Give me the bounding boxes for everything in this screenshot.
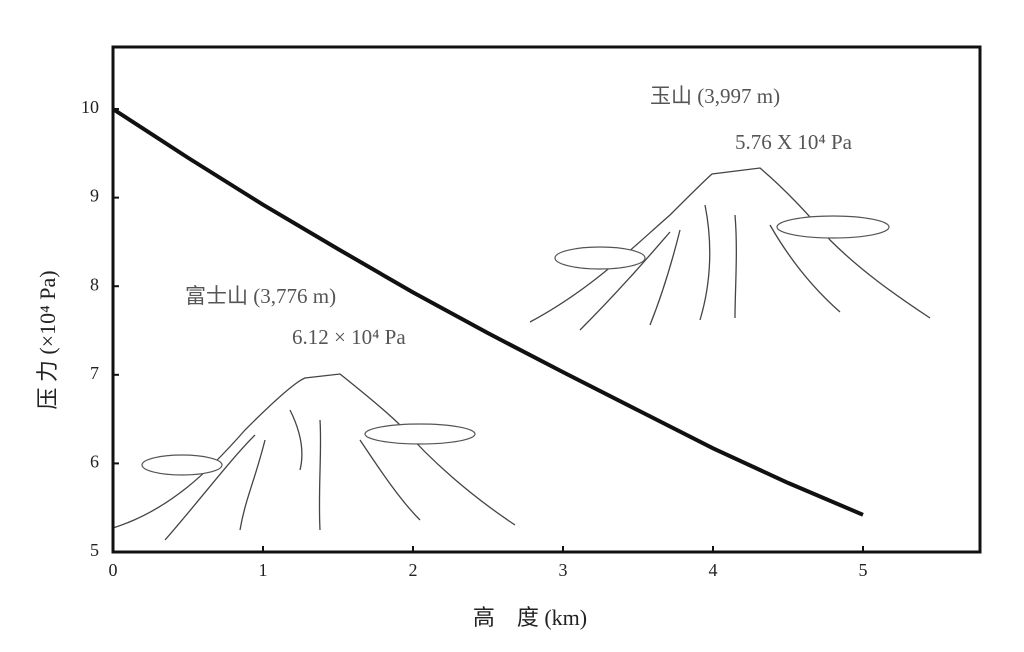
y-tick-label: 10 bbox=[81, 97, 99, 117]
annotation: 富士山 (3,776 m) bbox=[185, 284, 336, 308]
x-axis-label: 高 度 (km) bbox=[473, 605, 587, 630]
x-tick-label: 1 bbox=[259, 560, 268, 580]
x-tick-label: 5 bbox=[859, 560, 868, 580]
annotation: 5.76 X 10⁴ Pa bbox=[735, 130, 853, 154]
y-tick-label: 5 bbox=[90, 540, 99, 560]
annotation: 6.12 × 10⁴ Pa bbox=[292, 325, 406, 349]
x-tick-label: 0 bbox=[109, 560, 118, 580]
x-tick-label: 4 bbox=[709, 560, 718, 580]
plot-frame bbox=[111, 45, 982, 554]
fuji-drawing bbox=[112, 373, 516, 541]
yushan-drawing bbox=[529, 167, 931, 331]
pressure-curve bbox=[111, 107, 864, 517]
y-tick-label: 6 bbox=[90, 452, 99, 472]
y-axis-label: 压 力 (×10⁴ Pa) bbox=[35, 270, 60, 409]
x-tick-label: 2 bbox=[409, 560, 418, 580]
y-tick-label: 7 bbox=[90, 363, 99, 383]
y-tick-label: 9 bbox=[90, 186, 99, 206]
y-tick-label: 8 bbox=[90, 274, 99, 294]
x-tick-label: 3 bbox=[559, 560, 568, 580]
annotation: 玉山 (3,997 m) bbox=[650, 84, 780, 108]
